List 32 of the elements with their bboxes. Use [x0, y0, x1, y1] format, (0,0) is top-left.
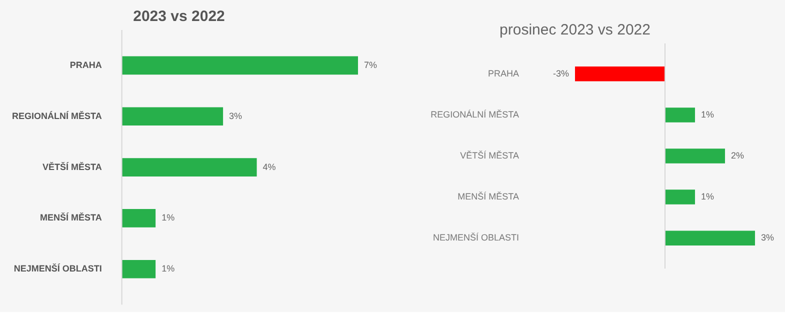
y-tick-label: VĚTŠÍ MĚSTA [460, 150, 519, 160]
data-label: 1% [701, 192, 714, 202]
y-tick-label: MENŠÍ MĚSTA [458, 192, 519, 202]
bar [122, 209, 156, 228]
bar [665, 190, 695, 204]
bar [122, 107, 224, 126]
y-tick-label: VĚTŠÍ MĚSTA [42, 160, 102, 172]
y-tick-label: NEJMENŠÍ OBLASTI [14, 262, 102, 274]
bar [122, 260, 156, 278]
data-label: 2% [731, 150, 744, 160]
bar [665, 108, 695, 122]
data-label: 4% [262, 162, 276, 172]
data-label: 1% [701, 109, 714, 120]
data-label: 3% [761, 232, 774, 243]
bar [665, 148, 725, 164]
bar [122, 56, 358, 75]
chart-title: prosinec 2023 vs 2022 [500, 22, 650, 39]
y-tick-label: PRAHA [488, 68, 519, 78]
data-label: 3% [229, 110, 242, 121]
bar [575, 66, 665, 82]
y-tick-label: REGIONÁLNÍ MĚSTA [12, 110, 102, 121]
y-tick-label: PRAHA [70, 60, 102, 70]
chart-title: 2023 vs 2022 [133, 8, 225, 26]
data-label: -3% [552, 68, 569, 78]
data-label: 1% [162, 212, 175, 223]
bar [665, 230, 755, 246]
y-tick-label: REGIONÁLNÍ MĚSTA [430, 109, 519, 120]
y-tick-label: NEJMENŠÍ OBLASTI [432, 232, 519, 243]
data-label: 7% [364, 60, 378, 70]
data-label: 1% [162, 264, 175, 274]
y-tick-label: MENŠÍ MĚSTA [40, 212, 102, 223]
bar [122, 158, 257, 176]
